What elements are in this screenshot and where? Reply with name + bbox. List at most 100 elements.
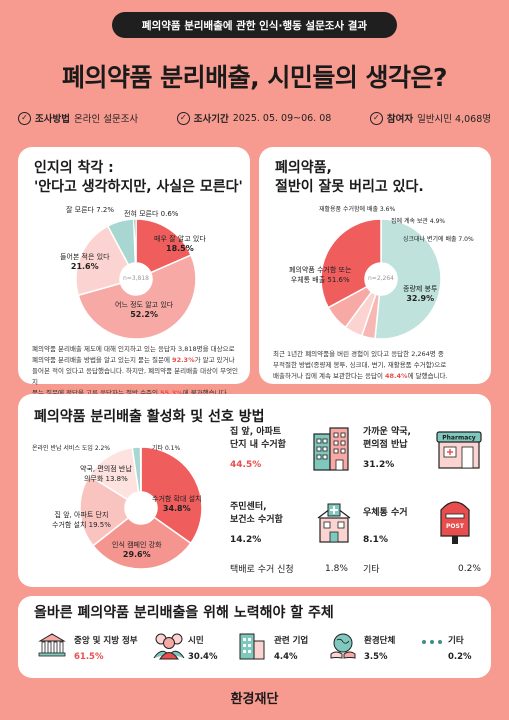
- desc-line: 배출하거나 집에 계속 보관한다는 응답이 48.4%에 달했습니다.: [273, 371, 485, 382]
- info-label: 조사기간: [193, 114, 229, 125]
- desc-line: 들어본 적이 있다고 응답했습니다. 하지만, 폐의약품 분리배출 대상이 무엇…: [32, 367, 239, 386]
- slice-label: 잘 모른다: [66, 206, 94, 214]
- pref-center-value: 14.2%: [230, 535, 262, 545]
- pref-parcel-value: 1.8%: [325, 564, 348, 574]
- pie-label-sink: 싱크대나 변기에 배출 7.0%: [403, 236, 474, 243]
- awareness-pie-chart: [75, 218, 197, 340]
- awareness-card: 인지의 착각 : '안다고 생각하지만, 사실은 모른다' n=3,818 잘 …: [18, 147, 250, 397]
- slice-label: 들어본 적은 있다: [60, 253, 110, 261]
- desc-line: 최근 1년간 폐의약품을 버린 경험이 있다고 응답한 2,264명 중: [273, 350, 444, 358]
- desc-text: 에 불과했습니다.: [182, 389, 229, 397]
- slice-label: 인식 캠페인 강화: [112, 541, 162, 549]
- pie-label-online: 온라인 반납 서비스 도입 2.2%: [32, 445, 111, 452]
- desc-highlight: 48.4%: [385, 372, 408, 380]
- slice-value: 52.2%: [130, 310, 158, 319]
- info-label: 참여자: [386, 114, 414, 125]
- pie-center-n: n=3,818: [122, 275, 149, 282]
- post-sign-text: POST: [446, 523, 465, 530]
- pref-post-value: 8.1%: [363, 535, 388, 545]
- card-title: 인지의 착각 : '안다고 생각하지만, 사실은 모른다': [34, 159, 243, 197]
- pie-center-n: n=2,264: [367, 275, 394, 282]
- pref-label: 보건소 수거함: [230, 515, 283, 525]
- pref-etc: 기타: [363, 565, 380, 575]
- citizens-icon: [153, 633, 185, 660]
- pie-slice: [320, 218, 382, 309]
- pref-pharmacy: 가까운 약국, 편의점 반납: [363, 426, 411, 452]
- agent-value: 61.5%: [74, 652, 104, 662]
- company-building-icon: [239, 633, 265, 660]
- postbox-icon: POST: [440, 501, 470, 544]
- pie-slice: [132, 218, 137, 264]
- pie-slice: [77, 254, 197, 340]
- pref-label: 가까운 약국,: [363, 427, 411, 437]
- card-title: 폐의약품 분리배출 활성화 및 선호 방법: [34, 409, 265, 425]
- pref-label: 집 앞, 아파트: [230, 427, 282, 437]
- slice-label: 의무화 13.8%: [83, 475, 128, 483]
- pref-apartment-value: 44.5%: [230, 460, 262, 470]
- agent-value: 4.4%: [274, 652, 298, 662]
- responsibility-card: 올바른 폐의약품 분리배출을 위해 노력해야 할 주체 중앙 및 지방 정부 6…: [18, 596, 491, 678]
- apartment-building-icon: [313, 427, 349, 471]
- info-label: 조사방법: [35, 114, 70, 125]
- desc-text: 폐의약품 분리배출 방법을 알고 있는지 묻는 질문에: [32, 356, 173, 364]
- pie-slice: [75, 225, 130, 297]
- disposal-card: 폐의약품, 절반이 잘못 버리고 있다. n=2,264 재활용품 수거함에 배…: [259, 147, 491, 384]
- check-circle-icon: ✓: [176, 111, 190, 125]
- desc-text: 묻는 질문에 정답을 고른 응답자는 절반 수준인: [32, 389, 161, 397]
- survey-info-bar: ✓ 조사방법 온라인 설문조사 ✓ 조사기간 2025. 05. 09~06. …: [18, 108, 491, 128]
- card-title: 폐의약품, 절반이 잘못 버리고 있다.: [275, 159, 424, 197]
- pie-label-recycle: 재활용품 수거함에 배출 3.6%: [319, 206, 396, 213]
- disposal-pie-chart: [320, 218, 442, 340]
- desc-text: 배출하거나 집에 계속 보관한다는 응답이: [273, 372, 385, 380]
- slice-value: 21.6%: [70, 262, 99, 271]
- slice-value: 18.5%: [166, 244, 194, 253]
- slice-value: 7.2%: [96, 206, 115, 214]
- agent-label: 관련 기업: [274, 636, 309, 646]
- slice-label: 전혀 모른다: [124, 210, 159, 218]
- slice-label: 어느 정도 알고 있다: [115, 301, 174, 309]
- slice-label: 종량제 봉투: [403, 285, 438, 293]
- pref-label: 주민센터,: [230, 502, 267, 512]
- slice-label: 집 앞, 아파트 단지: [54, 511, 109, 519]
- info-value: 온라인 설문조사: [73, 114, 139, 125]
- pie-slice: [91, 516, 192, 570]
- activation-card: 폐의약품 분리배출 활성화 및 선호 방법 온라인 반납 서비스 도입 2.2%…: [18, 394, 491, 587]
- agent-label: 기타: [448, 636, 464, 646]
- footer-logo: 환경재단: [230, 692, 279, 707]
- desc-highlight: 55.3%: [160, 389, 183, 397]
- pie-label-etc: 기타 0.1%: [152, 445, 181, 452]
- pie-label-campaign: 인식 캠페인 강화 29.6%: [112, 540, 162, 560]
- agent-value: 0.2%: [448, 652, 472, 662]
- pie-label-unsure: 잘 모른다 7.2%: [66, 205, 114, 215]
- pie-label-keep: 집에 계속 보관 4.9%: [391, 218, 446, 225]
- slice-label: 약국, 편의점 반납: [80, 465, 132, 473]
- pref-label: 단지 내 수거함: [230, 440, 286, 450]
- slice-value: 32.9%: [406, 294, 435, 303]
- government-building-icon: [38, 633, 66, 657]
- card-title-line: 인지의 착각 :: [34, 160, 114, 176]
- pie-label-never: 전혀 모른다 0.6%: [124, 209, 178, 219]
- pref-center: 주민센터, 보건소 수거함: [230, 501, 283, 527]
- pie-label-very-well: 매우 잘 알고 있다 18.5%: [154, 234, 206, 254]
- check-circle-icon: ✓: [369, 111, 383, 125]
- pref-pharmacy-value: 31.2%: [363, 460, 395, 470]
- pharmacy-sign-text: Pharmacy: [442, 435, 476, 442]
- agent-label: 환경단체: [364, 636, 396, 646]
- slice-label: 폐의약품 수거함 또는: [289, 266, 352, 274]
- agent-label: 중앙 및 지방 정부: [74, 636, 138, 646]
- slice-value: 34.8%: [162, 504, 191, 513]
- card-title: 올바른 폐의약품 분리배출을 위해 노력해야 할 주체: [34, 605, 334, 621]
- info-value: 2025. 05. 09~06. 08: [232, 112, 332, 124]
- pie-slice: [140, 446, 203, 545]
- pie-label-heard: 들어본 적은 있다 21.6%: [60, 252, 110, 272]
- pref-etc-value: 0.2%: [458, 564, 481, 574]
- agent-value: 30.4%: [188, 652, 218, 662]
- desc-text: 가 알고 있거나: [194, 356, 235, 364]
- desc-text: 에 달했습니다.: [407, 372, 448, 380]
- pie-slice: [374, 218, 442, 340]
- pharmacy-store-icon: Pharmacy: [436, 431, 482, 469]
- slice-value: 29.6%: [122, 550, 151, 559]
- pie-label-expand: 수거함 확대 설치 34.8%: [152, 494, 202, 514]
